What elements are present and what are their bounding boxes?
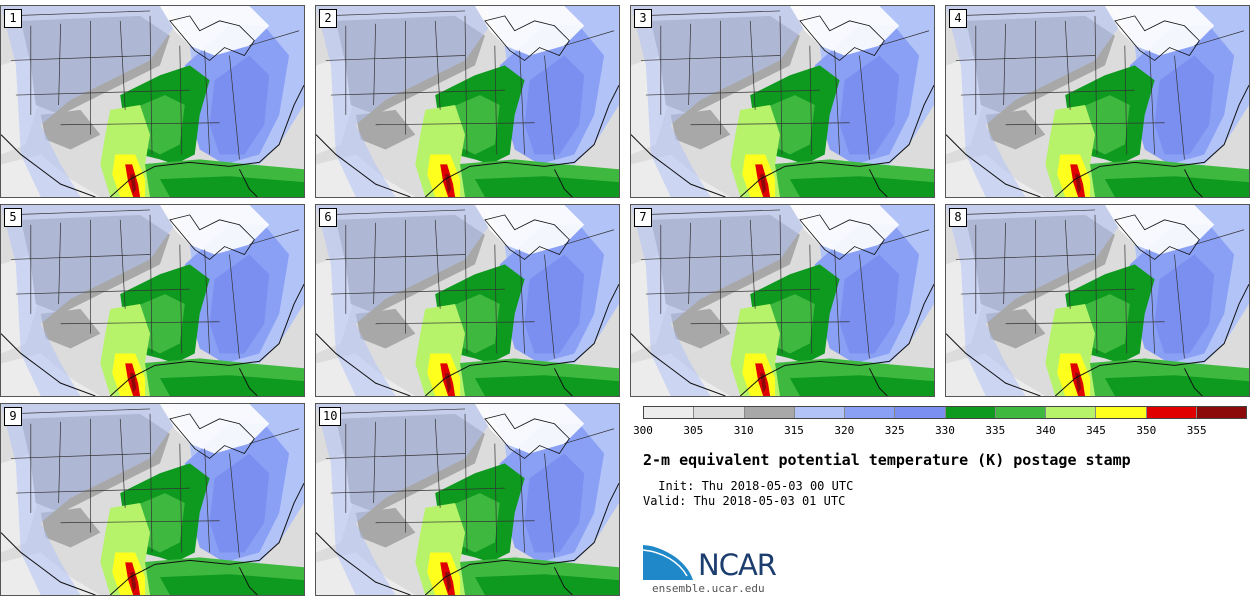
color-segment [895,407,946,418]
scale-tick-label: 300 [633,424,653,437]
color-segment [845,407,896,418]
init-time: Init: Thu 2018-05-03 00 UTC [651,479,854,493]
map-panel-2: 2 [315,5,620,198]
ncar-swoosh-icon [643,543,694,580]
panel-number: 9 [4,407,22,426]
panel-number: 2 [319,9,337,28]
scale-tick-label: 325 [884,424,905,437]
scale-tick-label: 330 [935,424,955,437]
color-segment [744,407,795,418]
color-scale-bar [643,406,1247,419]
color-segment [694,407,745,418]
panel-number: 1 [4,9,22,28]
color-segment [945,407,996,418]
panel-number: 10 [319,407,342,426]
site-link[interactable]: ensemble.ucar.edu [652,582,765,595]
color-segment [794,407,845,418]
map-panel-9: 9 [0,403,305,596]
scale-tick-label: 320 [834,424,855,437]
scale-tick-label: 335 [985,424,1006,437]
map-image [631,6,934,197]
panel-number: 4 [949,9,967,28]
map-panel-3: 3 [630,5,935,198]
map-image [946,6,1249,197]
color-segment [1146,407,1197,418]
scale-tick-label: 350 [1136,424,1157,437]
color-segment [1096,407,1147,418]
map-image [1,6,304,197]
panel-number: 7 [634,208,652,227]
color-segment [995,407,1046,418]
map-panel-1: 1 [0,5,305,198]
color-segment [644,407,695,418]
color-segment [1046,407,1097,418]
map-panel-10: 10 [315,403,620,596]
map-image [946,205,1249,396]
scale-tick-label: 315 [784,424,804,437]
map-image [631,205,934,396]
scale-tick-label: 310 [733,424,754,437]
map-panel-7: 7 [630,204,935,397]
scale-tick-label: 345 [1086,424,1106,437]
color-scale-ticks: 300 305 310 315 320 325 330 335 340 345 350 355 [633,424,1247,438]
map-image [316,404,619,595]
panel-number: 6 [319,208,337,227]
color-segment [1196,407,1246,418]
map-image [1,205,304,396]
panel-number: 5 [4,208,22,227]
map-panel-4: 4 [945,5,1250,198]
map-image [1,404,304,595]
map-image [316,6,619,197]
map-panel-5: 5 [0,204,305,397]
map-panel-8: 8 [945,204,1250,397]
map-image [316,205,619,396]
figure-title: 2-m equivalent potential temperature (K)… [643,451,1131,469]
map-panel-6: 6 [315,204,620,397]
panel-number: 8 [949,208,967,227]
valid-time: Valid: Thu 2018-05-03 01 UTC [643,494,846,508]
scale-tick-label: 340 [1035,424,1056,437]
scale-tick-label: 355 [1186,424,1207,437]
panel-number: 3 [634,9,652,28]
ncar-logo-text: NCAR [698,548,777,582]
scale-tick-label: 305 [683,424,704,437]
